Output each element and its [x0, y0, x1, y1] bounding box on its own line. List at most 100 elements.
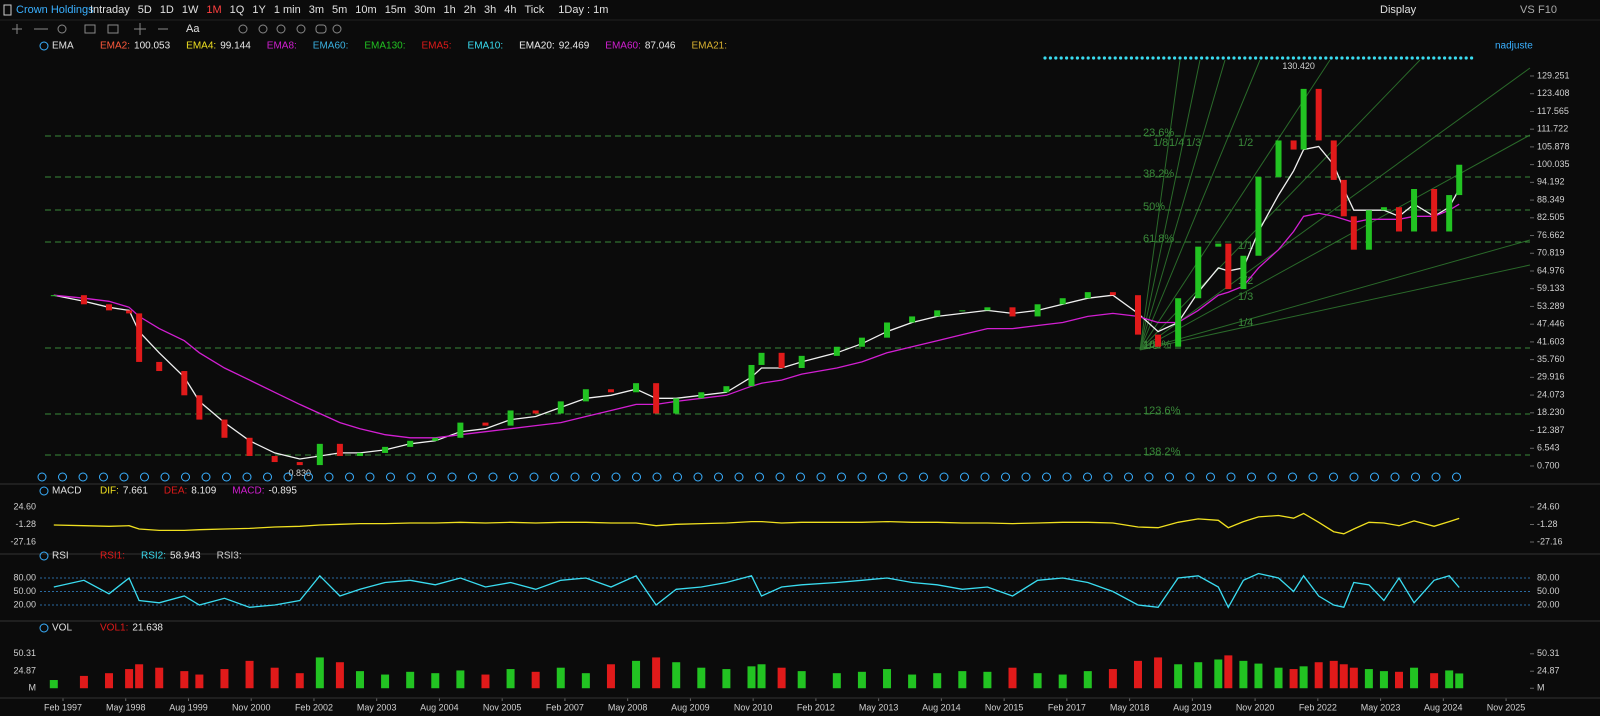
- event-icon[interactable]: [468, 472, 477, 482]
- event-icon[interactable]: [1083, 472, 1092, 482]
- interval-select[interactable]: 1Day : 1m: [558, 4, 608, 16]
- event-icon[interactable]: [304, 472, 313, 482]
- period-button[interactable]: 3m: [309, 4, 324, 16]
- vs-button[interactable]: VS: [1520, 4, 1535, 16]
- event-icon[interactable]: [345, 472, 354, 482]
- event-icon[interactable]: [181, 472, 190, 482]
- period-button[interactable]: 1M: [206, 4, 221, 16]
- indicator-name[interactable]: MACD: [52, 486, 81, 497]
- event-icon[interactable]: [1165, 472, 1174, 482]
- f10-button[interactable]: F10: [1538, 4, 1557, 16]
- display-button[interactable]: Display: [1380, 4, 1417, 16]
- event-icon[interactable]: [796, 472, 805, 482]
- period-button[interactable]: 10m: [355, 4, 376, 16]
- event-icon[interactable]: [1267, 472, 1277, 482]
- event-icon[interactable]: [160, 472, 170, 482]
- event-icon[interactable]: [1103, 472, 1113, 482]
- event-icon[interactable]: [283, 472, 293, 482]
- event-icon[interactable]: [406, 472, 416, 482]
- event-icon[interactable]: [611, 472, 621, 482]
- event-icon[interactable]: [1452, 472, 1461, 482]
- event-icon[interactable]: [365, 472, 375, 482]
- event-icon[interactable]: [837, 472, 846, 482]
- event-icon[interactable]: [1062, 472, 1072, 482]
- event-icon[interactable]: [427, 472, 436, 482]
- event-icon[interactable]: [140, 472, 149, 482]
- event-icon[interactable]: [878, 472, 887, 482]
- event-icon[interactable]: [324, 472, 334, 482]
- event-icon[interactable]: [939, 472, 949, 482]
- period-button[interactable]: 4h: [504, 4, 516, 16]
- settings-icon[interactable]: [39, 551, 49, 561]
- event-icon[interactable]: [201, 472, 211, 482]
- period-button[interactable]: 1W: [182, 4, 199, 16]
- event-icon[interactable]: [78, 472, 88, 482]
- event-icon[interactable]: [816, 472, 826, 482]
- symbol[interactable]: Crown Holdings: [16, 4, 94, 16]
- event-icon[interactable]: [714, 472, 723, 482]
- text-tool[interactable]: Aa: [186, 23, 200, 35]
- event-icon[interactable]: [263, 472, 272, 482]
- event-icon[interactable]: [919, 472, 928, 482]
- event-icon[interactable]: [960, 472, 969, 482]
- event-icon[interactable]: [570, 472, 580, 482]
- indicator-name[interactable]: VOL: [52, 623, 72, 634]
- settings-icon[interactable]: [39, 41, 49, 51]
- event-icon[interactable]: [857, 472, 867, 482]
- event-icon[interactable]: [734, 472, 744, 482]
- drawing-tools[interactable]: [12, 23, 342, 35]
- event-icon[interactable]: [1411, 472, 1420, 482]
- period-button[interactable]: 1Y: [252, 4, 266, 16]
- event-icon[interactable]: [1042, 472, 1051, 482]
- event-icon[interactable]: [58, 472, 67, 482]
- event-icon[interactable]: [1124, 472, 1133, 482]
- period-button[interactable]: 15m: [385, 4, 406, 16]
- event-icon[interactable]: [1001, 472, 1010, 482]
- indicator-name[interactable]: RSI: [52, 551, 69, 562]
- event-icon[interactable]: [1349, 472, 1359, 482]
- event-icon[interactable]: [673, 472, 682, 482]
- period-button[interactable]: 5m: [332, 4, 347, 16]
- event-icon[interactable]: [509, 472, 518, 482]
- event-icon[interactable]: [529, 472, 539, 482]
- event-icon[interactable]: [1144, 472, 1154, 482]
- period-button[interactable]: 1h: [444, 4, 456, 16]
- event-icon[interactable]: [1431, 472, 1441, 482]
- event-icon[interactable]: [447, 472, 457, 482]
- event-icon[interactable]: [980, 472, 990, 482]
- period-button[interactable]: 1Q: [230, 4, 245, 16]
- event-icon[interactable]: [1288, 472, 1297, 482]
- event-icon[interactable]: [242, 472, 252, 482]
- event-icon[interactable]: [119, 472, 129, 482]
- period-button[interactable]: 1D: [160, 4, 174, 16]
- event-icon[interactable]: [1185, 472, 1195, 482]
- adjust-select[interactable]: nadjuste: [1495, 41, 1533, 52]
- event-icon[interactable]: [222, 472, 231, 482]
- event-icon[interactable]: [99, 472, 108, 482]
- period-button[interactable]: 1 min: [274, 4, 301, 16]
- event-icon[interactable]: [37, 472, 47, 482]
- settings-icon[interactable]: [39, 623, 49, 633]
- event-icon[interactable]: [898, 472, 908, 482]
- period-button[interactable]: Intraday: [90, 4, 130, 16]
- event-icon[interactable]: [1390, 472, 1400, 482]
- event-icon[interactable]: [775, 472, 785, 482]
- indicator-name[interactable]: EMA: [52, 41, 74, 52]
- event-icon[interactable]: [1247, 472, 1256, 482]
- event-icon[interactable]: [1021, 472, 1031, 482]
- event-icon[interactable]: [591, 472, 600, 482]
- event-icon[interactable]: [1370, 472, 1379, 482]
- period-button[interactable]: 3h: [484, 4, 496, 16]
- event-icon[interactable]: [550, 472, 559, 482]
- event-icon[interactable]: [755, 472, 764, 482]
- event-icon[interactable]: [1206, 472, 1215, 482]
- event-icon[interactable]: [1226, 472, 1236, 482]
- period-button[interactable]: 2h: [464, 4, 476, 16]
- period-button[interactable]: Tick: [525, 4, 545, 16]
- period-button[interactable]: 5D: [138, 4, 152, 16]
- event-icon[interactable]: [632, 472, 641, 482]
- event-icon[interactable]: [488, 472, 498, 482]
- period-button[interactable]: 30m: [414, 4, 435, 16]
- settings-icon[interactable]: [39, 486, 49, 496]
- event-icon[interactable]: [652, 472, 662, 482]
